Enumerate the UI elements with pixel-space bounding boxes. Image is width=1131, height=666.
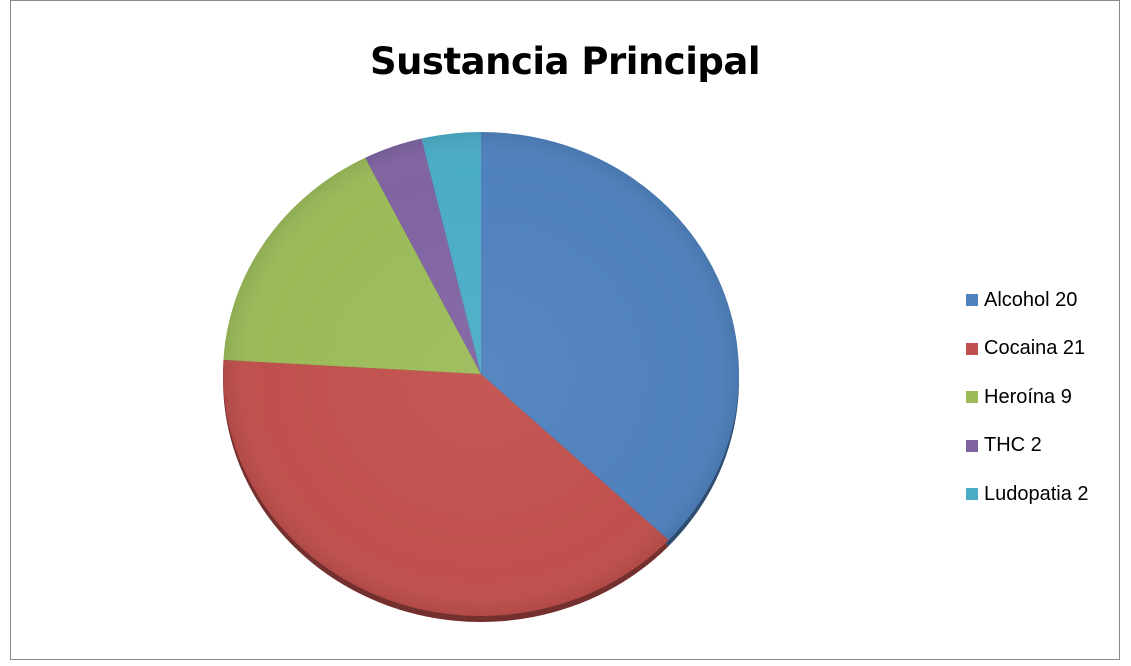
pie-slices: [223, 132, 739, 616]
legend-item: Cocaina 21: [966, 325, 1089, 374]
legend-label: Cocaina 21: [984, 337, 1085, 360]
legend-item: Heroína 9: [966, 373, 1089, 422]
legend-swatch: [966, 391, 978, 403]
legend-item: THC 2: [966, 422, 1089, 471]
legend-label: Ludopatia 2: [984, 483, 1089, 506]
legend-label: Heroína 9: [984, 386, 1072, 409]
legend-label: Alcohol 20: [984, 289, 1077, 312]
legend-label: THC 2: [984, 434, 1042, 457]
legend-swatch: [966, 440, 978, 452]
legend: Alcohol 20 Cocaina 21 Heroína 9 THC 2 Ludopa…: [966, 276, 1089, 519]
legend-item: Ludopatia 2: [966, 470, 1089, 519]
legend-swatch: [966, 488, 978, 500]
legend-item: Alcohol 20: [966, 276, 1089, 325]
legend-swatch: [966, 294, 978, 306]
legend-swatch: [966, 343, 978, 355]
